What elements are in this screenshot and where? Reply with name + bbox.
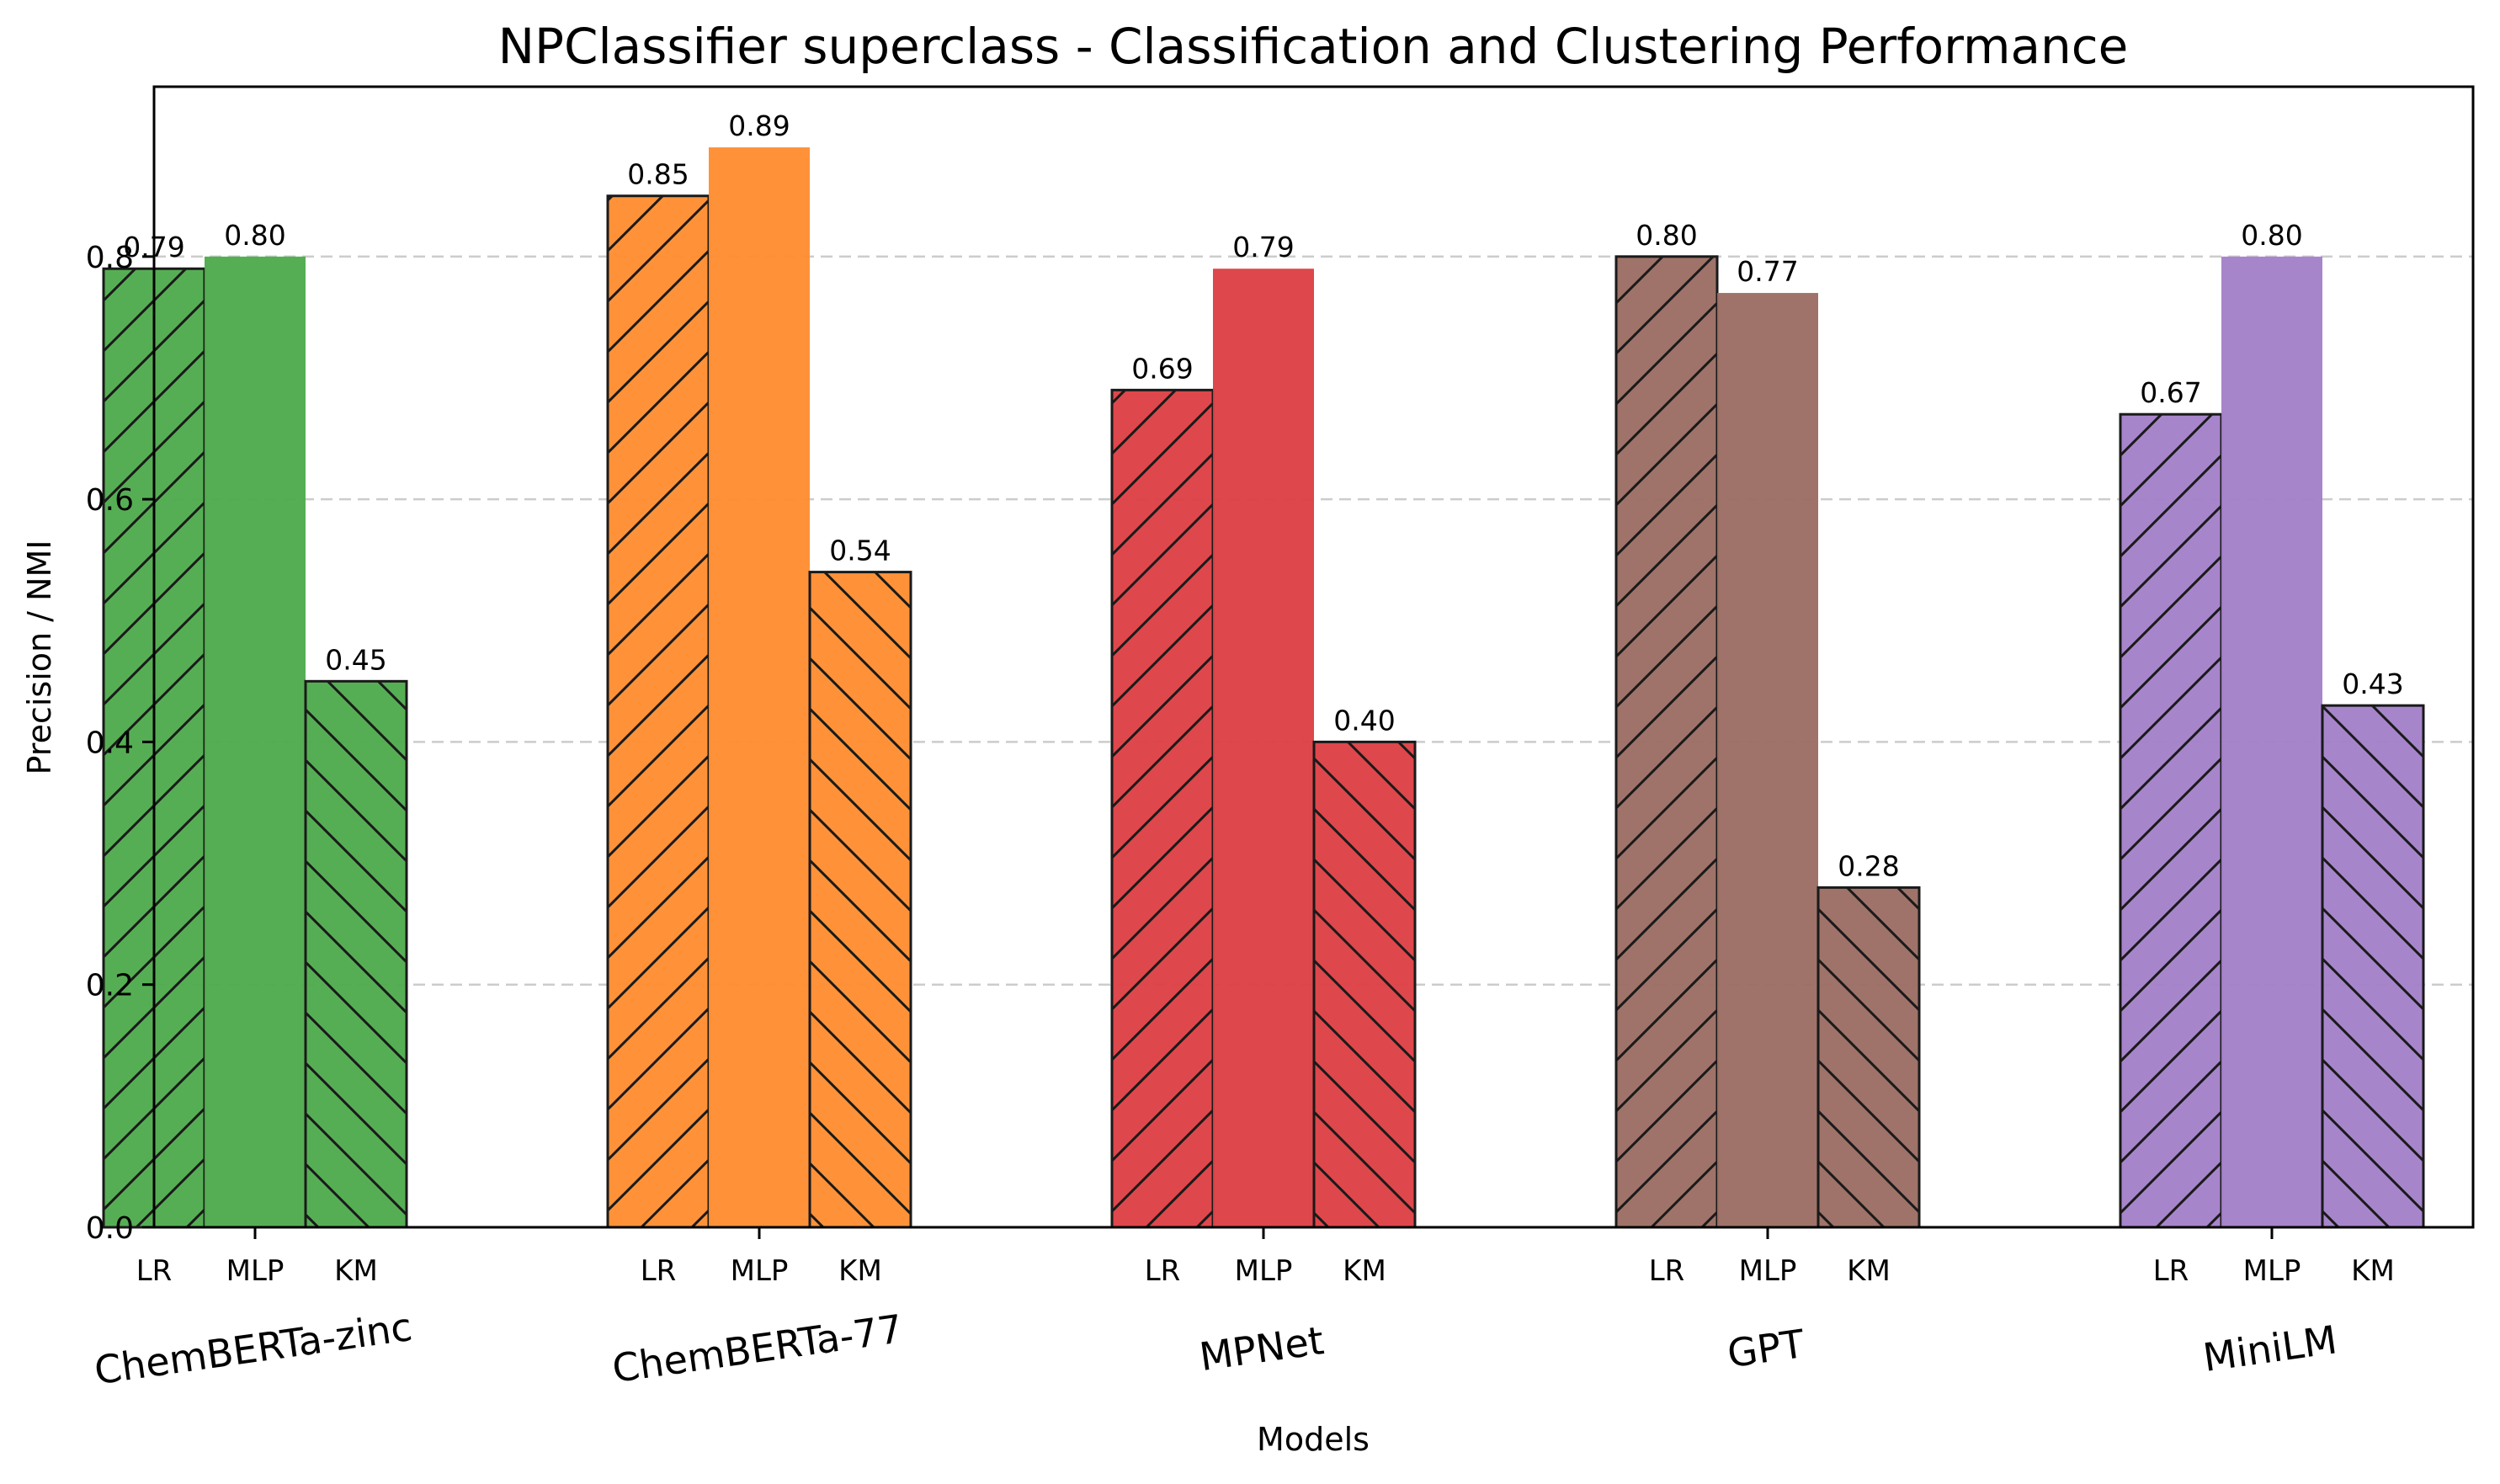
bars: 0.79 0.800.450.850.890.540.690.790.400.80… (102, 109, 2425, 1229)
bar-hatch (1616, 256, 1717, 1228)
y-tick-label: 0.8 (86, 241, 134, 275)
bar-hatch (1112, 390, 1213, 1228)
bar-hatch (1818, 887, 1919, 1227)
data-label: 0.80 (2241, 219, 2302, 252)
bar-hatch (2322, 705, 2423, 1227)
method-label: MLP (1739, 1254, 1797, 1288)
method-label: KM (838, 1254, 882, 1288)
data-label: 0.54 (829, 535, 891, 567)
x-axis-label: Models (1257, 1421, 1370, 1458)
data-label: 0.43 (2342, 668, 2403, 700)
group-label: GPT (1725, 1321, 1808, 1376)
method-label: LR (1145, 1254, 1181, 1288)
y-tick-label: 0.2 (86, 969, 134, 1003)
method-label: MLP (731, 1254, 789, 1288)
method-label: MLP (2243, 1254, 2301, 1288)
method-label: KM (1343, 1254, 1386, 1288)
data-label: 0.77 (1737, 255, 1798, 288)
method-label: LR (136, 1254, 173, 1288)
method-label: MLP (226, 1254, 285, 1288)
group-label: MiniLM (2200, 1316, 2340, 1380)
data-label: 0.40 (1333, 704, 1395, 737)
method-label: LR (2153, 1254, 2189, 1288)
bar-hatch (306, 681, 407, 1227)
method-label: KM (334, 1254, 378, 1288)
data-label: 0.80 (224, 219, 285, 252)
bar-mlp (1213, 269, 1314, 1228)
y-axis-label: Precision / NMI (21, 540, 58, 775)
data-label: 0.80 (1636, 219, 1697, 252)
method-label: MLP (1235, 1254, 1293, 1288)
bar-hatch (2120, 414, 2221, 1227)
bar-mlp (1717, 293, 1818, 1227)
group-label: MPNet (1197, 1317, 1327, 1380)
data-label: 0.89 (728, 109, 790, 142)
group-label: ChemBERTa-zinc (92, 1304, 415, 1393)
method-label: KM (1847, 1254, 1891, 1288)
bar-hatch (810, 572, 911, 1227)
bar-mlp (2221, 256, 2322, 1228)
data-label: 0.85 (627, 158, 689, 191)
bar-hatch (608, 195, 709, 1228)
plot-frame (152, 85, 2475, 1229)
data-label: 0.69 (1131, 352, 1193, 385)
y-tick-label: 0.6 (86, 483, 134, 518)
data-label: 0.28 (1838, 849, 1899, 882)
data-label: 0.45 (325, 643, 386, 676)
y-tick-label: 0.0 (86, 1211, 134, 1246)
method-label: LR (1649, 1254, 1685, 1288)
chart-title: NPClassifier superclass - Classification… (498, 18, 2129, 75)
bar-hatch (1314, 742, 1415, 1227)
group-label: ChemBERTa-77 (609, 1306, 906, 1391)
y-tick-label: 0.4 (86, 726, 134, 760)
method-label: LR (641, 1254, 677, 1288)
data-label: 0.67 (2140, 376, 2201, 409)
data-label: 0.79 (1232, 231, 1294, 263)
bar-mlp (205, 256, 306, 1228)
bar-mlp (709, 147, 810, 1227)
method-label: KM (2351, 1254, 2395, 1288)
